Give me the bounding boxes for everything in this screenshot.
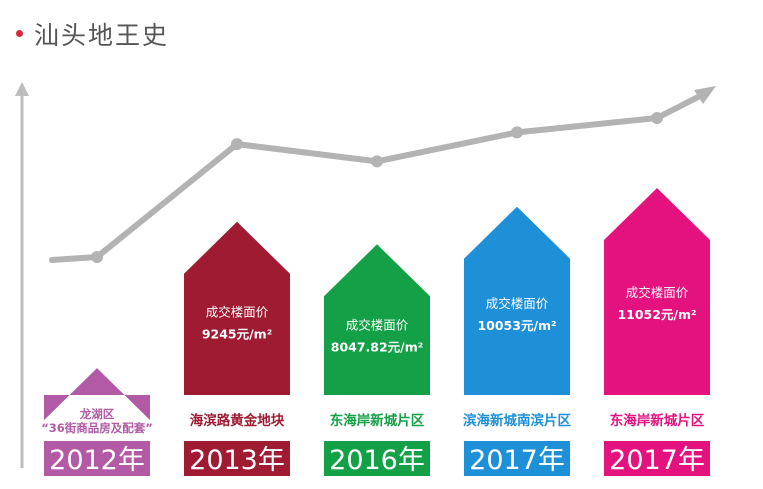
- bar-price-label: 成交楼面价: [486, 296, 549, 311]
- bar-price-label: 成交楼面价: [626, 285, 689, 300]
- year-box-1: [44, 441, 150, 476]
- tick-label: 2013年: [189, 445, 285, 476]
- category-area-label: 龙湖区: [79, 407, 115, 421]
- bar-price-label: 成交楼面价: [206, 305, 269, 320]
- trend-point: [371, 155, 383, 168]
- trend-arrow-icon: [694, 86, 716, 104]
- title-bullet-icon: [16, 30, 23, 37]
- year-box-5: [604, 441, 710, 476]
- bar-2: [184, 221, 290, 395]
- bar-price-label: 成交楼面价: [346, 318, 409, 333]
- category-area-label: 东海岸新城片区: [330, 412, 425, 429]
- bar-3: [324, 244, 430, 395]
- category-area-label: 东海岸新城片区: [610, 412, 705, 429]
- data-label: 9245元/m²: [202, 327, 272, 342]
- trend-point: [651, 112, 663, 124]
- bar-4: [464, 206, 570, 395]
- tick-label: 2012年: [49, 445, 145, 476]
- trend-point: [91, 251, 103, 263]
- tick-label: 2017年: [609, 445, 705, 476]
- y-axis-arrow-icon: [15, 82, 29, 96]
- bar-5: [604, 188, 710, 395]
- category-area-label: “36街商品房及配套”: [41, 421, 153, 435]
- data-label: 11052元/m²: [617, 307, 696, 322]
- page-title: 汕头地王史: [34, 21, 170, 50]
- trend-point: [511, 126, 523, 139]
- bar-price-label: 成交楼面价: [66, 418, 129, 433]
- year-box-2: [184, 441, 290, 476]
- trend-point: [231, 138, 243, 151]
- bar-1: [44, 368, 150, 421]
- tick-label: 2016年: [329, 445, 425, 476]
- tick-label: 2017年: [469, 445, 565, 476]
- category-area-label: 海滨路黄金地块: [190, 412, 285, 429]
- data-label: 8047.82元/m²: [331, 340, 424, 355]
- data-label: 10053元/m²: [477, 318, 556, 333]
- trend-line: [49, 93, 703, 263]
- year-box-3: [324, 441, 430, 476]
- category-area-label: 滨海新城南滨片区: [463, 412, 571, 429]
- year-box-4: [464, 441, 570, 476]
